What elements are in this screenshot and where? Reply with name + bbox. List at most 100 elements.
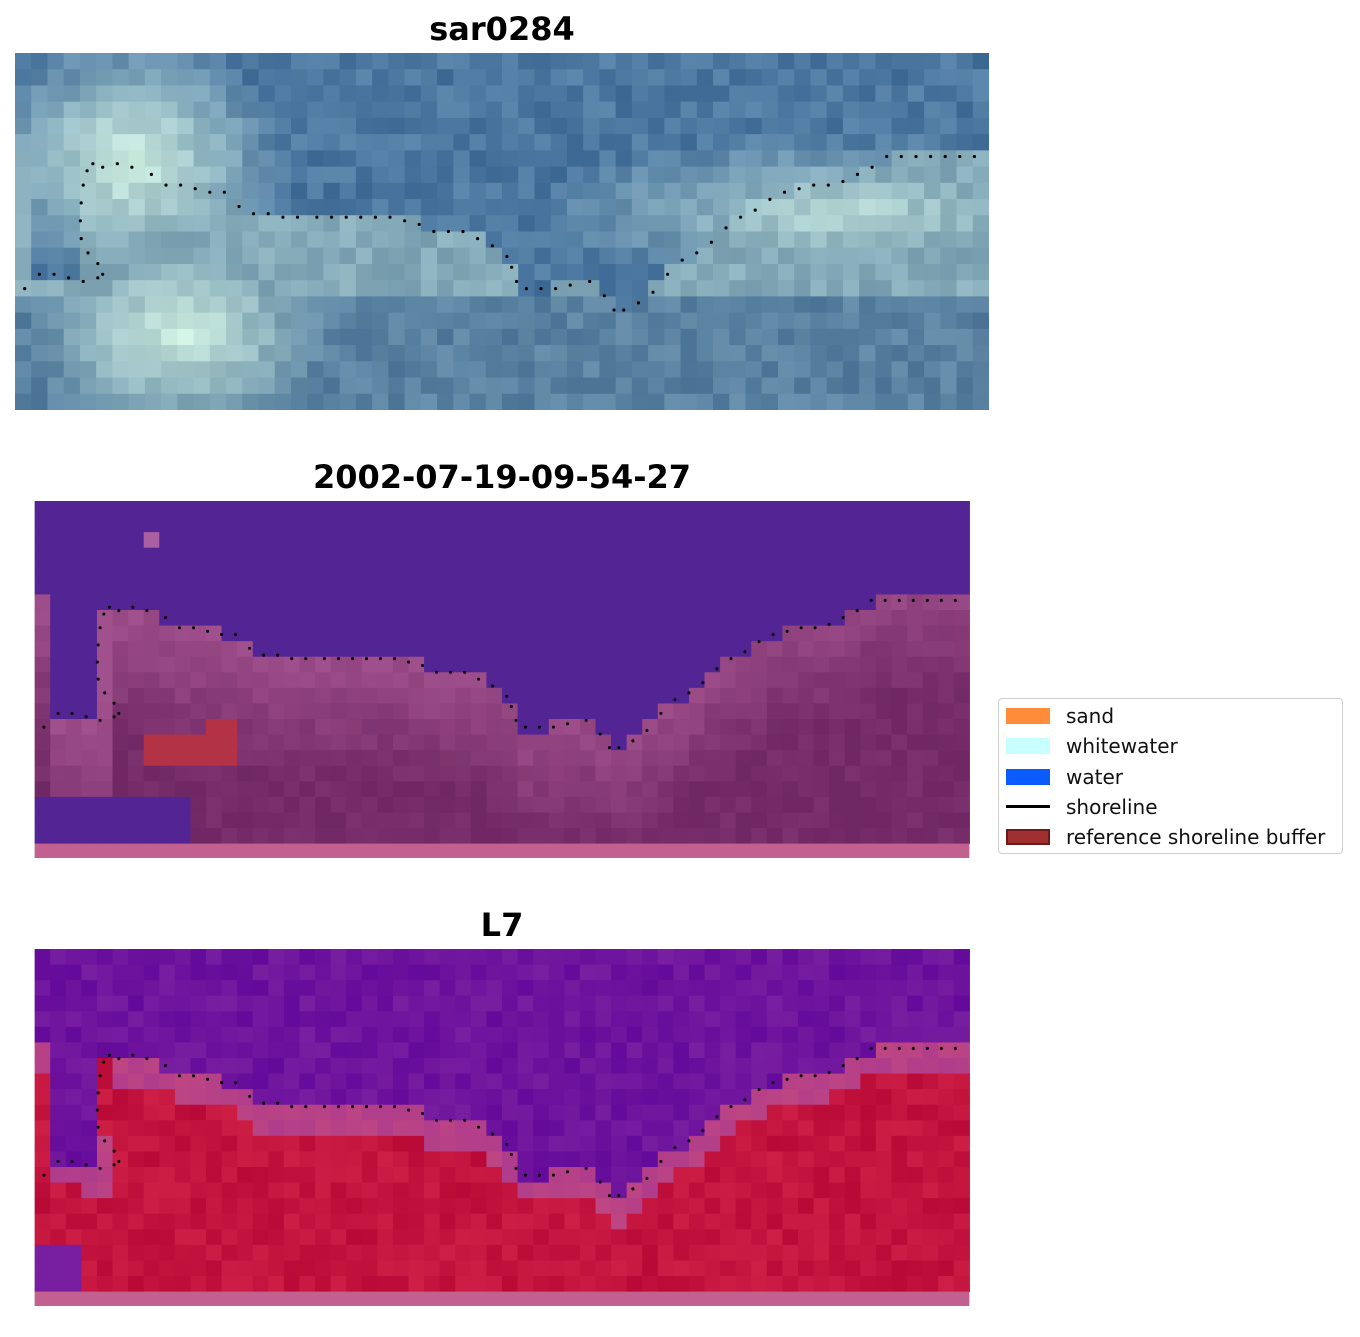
shoreline-point: [70, 711, 74, 715]
shoreline-point: [584, 718, 588, 722]
bottom-strip: [34, 843, 970, 858]
shoreline-point: [617, 1194, 621, 1198]
shoreline-point: [659, 1159, 663, 1163]
shoreline-point: [622, 308, 626, 312]
shoreline-point: [266, 212, 270, 216]
shoreline-point: [607, 1194, 612, 1198]
shoreline-point: [220, 633, 224, 637]
shoreline-point: [388, 215, 392, 219]
shoreline-point: [378, 1105, 383, 1109]
legend-label-whitewater: whitewater: [1066, 734, 1178, 758]
shoreline-point: [551, 1173, 555, 1177]
shoreline-point: [344, 215, 348, 219]
shoreline-point: [96, 677, 100, 681]
shoreline-point: [421, 663, 425, 668]
shoreline-point: [509, 1153, 513, 1157]
shoreline-point: [505, 1142, 509, 1146]
legend-label-water: water: [1066, 765, 1123, 789]
shoreline-point: [248, 646, 252, 650]
shoreline-point: [378, 657, 383, 661]
shoreline-point: [715, 1115, 719, 1119]
shoreline-point: [813, 626, 817, 630]
shoreline-point: [131, 605, 135, 609]
shoreline-point: [37, 272, 41, 276]
shoreline-point: [673, 698, 677, 702]
shoreline-point: [911, 598, 915, 602]
shoreline-point: [827, 622, 831, 626]
shoreline-dots: [42, 1046, 957, 1198]
shoreline-point: [687, 691, 691, 695]
shoreline-point: [785, 1077, 789, 1081]
shoreline-point: [757, 639, 761, 644]
shoreline-point: [350, 1105, 355, 1109]
rgb-image-panel: [15, 53, 989, 410]
shoreline-point: [953, 598, 957, 602]
shoreline-point: [102, 612, 106, 616]
shoreline-point: [446, 229, 450, 234]
shoreline-point: [883, 1046, 887, 1050]
shoreline-point: [392, 657, 397, 661]
shoreline-point: [972, 154, 977, 159]
shoreline-point: [673, 1146, 677, 1150]
shoreline-point: [435, 670, 439, 674]
shoreline-point: [206, 629, 210, 633]
shoreline-point: [739, 215, 743, 219]
shoreline-point: [432, 229, 436, 234]
shoreline-point: [885, 154, 889, 159]
shoreline-point: [523, 1173, 527, 1177]
legend-line-shoreline: [1006, 805, 1050, 808]
shoreline-point: [869, 1046, 873, 1050]
shoreline-point: [645, 1177, 649, 1181]
shoreline-point: [86, 251, 90, 255]
shoreline-point: [103, 1139, 107, 1143]
shoreline-point: [799, 626, 803, 630]
shoreline-point: [252, 212, 256, 216]
shoreline-point: [101, 272, 105, 276]
legend-item-water: water: [999, 764, 1342, 789]
legend-swatch-water: [1006, 769, 1050, 785]
shoreline-point: [81, 183, 85, 187]
shoreline-point: [96, 643, 100, 647]
shoreline-point: [631, 1187, 635, 1191]
shoreline-point: [164, 183, 168, 187]
shoreline-point: [248, 1094, 252, 1098]
legend-item-reference-buffer: reference shoreline buffer: [999, 824, 1342, 849]
shoreline-point: [84, 715, 88, 719]
shoreline-point: [584, 1166, 588, 1170]
shoreline-point: [757, 1087, 761, 1092]
shoreline-point: [680, 258, 684, 262]
shoreline-point: [841, 1063, 845, 1068]
shoreline-point: [636, 301, 641, 305]
shoreline-point: [79, 237, 83, 241]
shoreline-point: [743, 1098, 747, 1102]
shoreline-point: [359, 215, 363, 219]
legend-swatch-reference-buffer: [1006, 829, 1050, 845]
shoreline-point: [899, 154, 903, 159]
shoreline-point: [23, 287, 27, 291]
shoreline-point: [192, 1074, 196, 1078]
shoreline-point: [101, 165, 105, 169]
shoreline-point: [84, 1163, 88, 1167]
shoreline-point: [897, 1046, 901, 1050]
shoreline-point: [537, 1173, 541, 1177]
shoreline-point: [631, 739, 635, 743]
shoreline-point: [220, 1081, 224, 1085]
shoreline-point: [96, 262, 100, 266]
shoreline-point: [515, 279, 519, 284]
shoreline-point: [914, 154, 918, 159]
shoreline-point: [417, 222, 421, 226]
shoreline-point: [701, 681, 705, 685]
shoreline-point: [206, 1077, 210, 1081]
shoreline-point: [95, 1108, 99, 1112]
shoreline-point: [897, 598, 901, 602]
shoreline-point: [262, 1101, 266, 1105]
shoreline-point: [743, 650, 747, 654]
shoreline-point: [753, 208, 757, 212]
shoreline-point: [322, 1105, 326, 1109]
shoreline-point: [295, 215, 300, 219]
shoreline-point: [768, 197, 772, 201]
shoreline-point: [939, 598, 943, 602]
shoreline-point: [78, 219, 82, 223]
shoreline-point: [509, 705, 513, 709]
shoreline-point: [771, 1081, 775, 1085]
